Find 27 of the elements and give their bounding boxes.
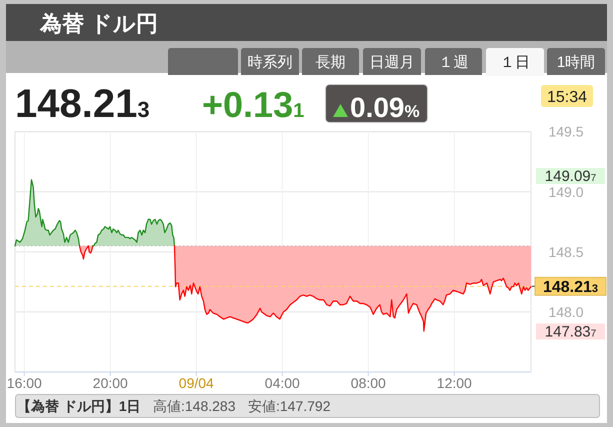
x-tick-label: 20:00 [92,375,128,391]
text: 高値:148.283 [153,398,236,414]
y-tick-label: 149.5 [548,124,584,140]
text: 長期 [316,54,346,71]
text: 1時間 [556,54,596,71]
x-tick-label: 16:00 [6,375,42,391]
text: +0.131 [202,84,304,125]
title: 為替 ドル円 [40,11,158,36]
x-tick-label: 08:00 [350,375,386,391]
text: １日 [500,54,530,71]
text: 【為替 ドル円】1日 [17,398,141,414]
x-tick-label: 04:00 [264,375,300,391]
x-tick-label: 12:00 [436,375,472,391]
text: 15:34 [546,89,588,106]
y-tick-label: 148.5 [548,244,584,260]
text: 148.213 [15,82,150,126]
text: １週 [438,54,468,71]
y-tick-label: 149.0 [548,184,584,200]
text: 149.097 [544,168,597,185]
text: 日週月 [370,54,414,71]
text: 147.837 [544,324,597,340]
text: 0.09% [350,92,420,123]
y-tick-label: 148.0 [548,304,584,320]
text: 安値:147.792 [248,398,331,414]
ref-line-label: 148.213 [542,278,598,296]
x-tick-label: 09/04 [178,375,214,391]
text: 時系列 [248,54,292,71]
